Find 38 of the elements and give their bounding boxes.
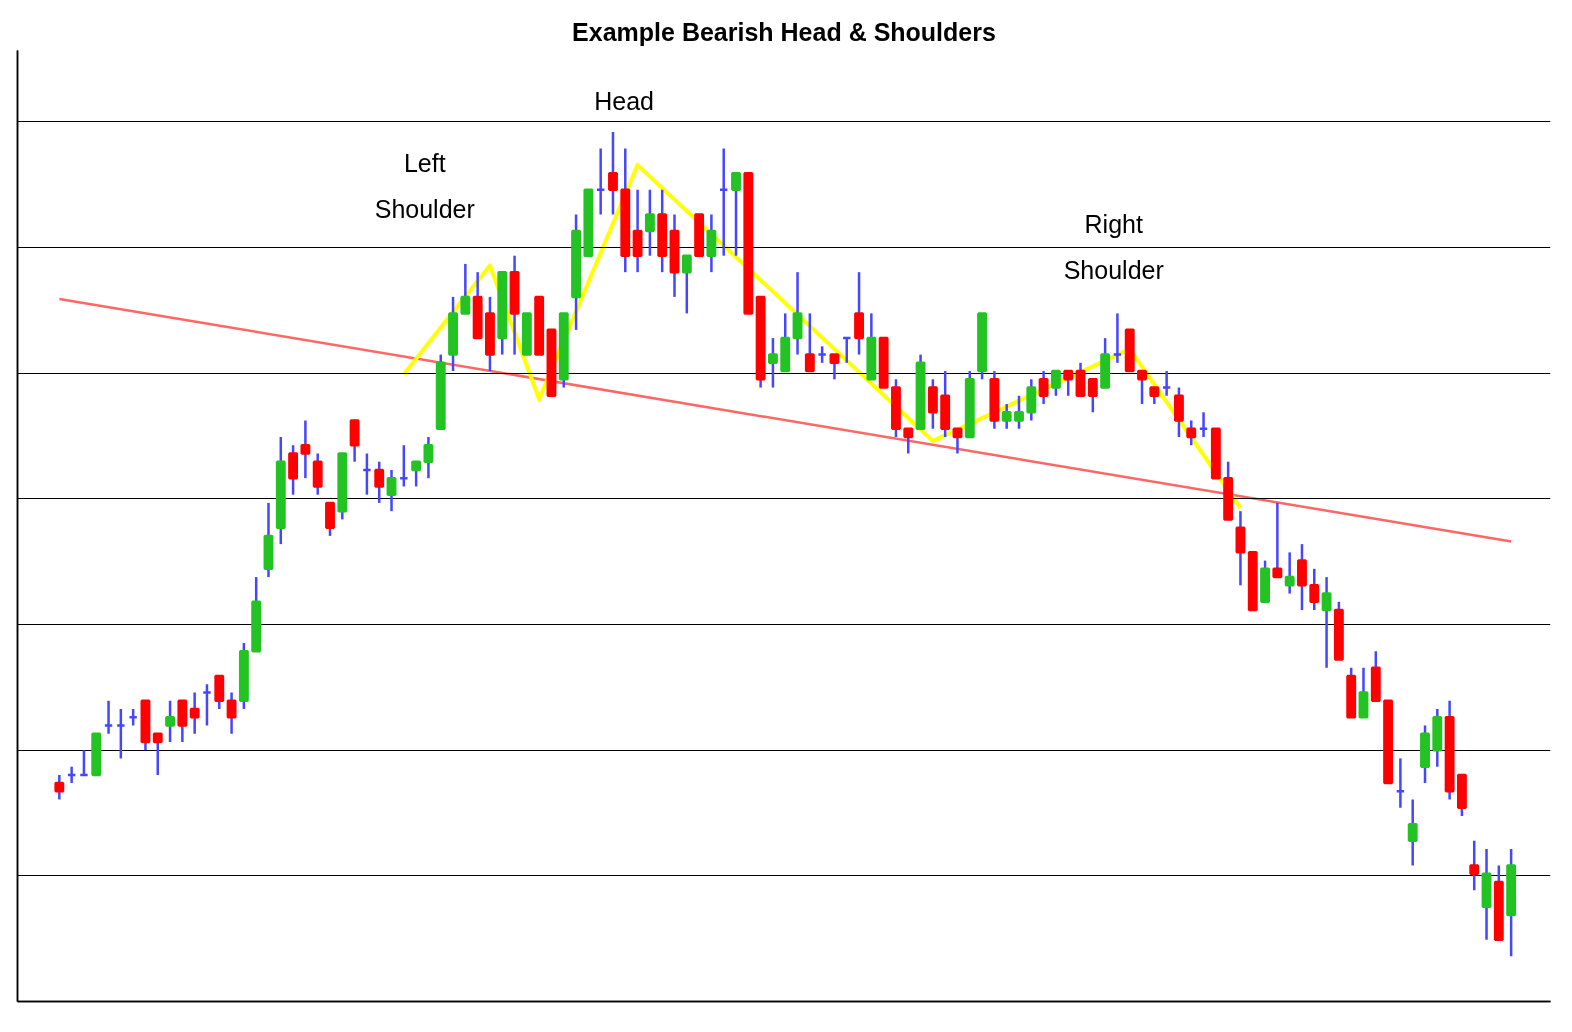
candlestick (1063, 369, 1074, 398)
candlestick (386, 468, 397, 513)
annotation: Right Shoulder (1063, 210, 1164, 285)
candlestick (165, 699, 175, 744)
candlestick (1469, 839, 1480, 892)
candlestick (374, 460, 385, 505)
candlestick (1001, 402, 1012, 431)
candlestick (804, 312, 815, 373)
candlestick (189, 691, 200, 735)
candlestick (1014, 394, 1024, 431)
candlestick (1272, 501, 1283, 579)
candlestick (681, 254, 692, 315)
candlestick (952, 427, 963, 455)
candlestick (644, 188, 655, 257)
candlestick (1137, 369, 1147, 406)
candlestick (1407, 798, 1418, 867)
candlestick (460, 262, 471, 315)
candlestick (731, 172, 741, 257)
candlestick (1284, 551, 1295, 595)
candlestick (423, 435, 434, 480)
candlestick (1038, 369, 1049, 406)
candlestick (903, 427, 914, 455)
candlestick (1186, 419, 1197, 447)
candlestick (226, 691, 237, 735)
candlestick (608, 130, 618, 216)
candlestick (1087, 378, 1098, 414)
annotation: Left Shoulder (374, 149, 475, 223)
candlestick (767, 336, 778, 389)
candlestick (54, 773, 65, 801)
candlestick (411, 460, 422, 488)
chart-title: Example Bearish Head & Shoulders (572, 17, 996, 46)
candlestick (152, 732, 163, 777)
candlestick (300, 419, 311, 480)
candlestick (1309, 567, 1320, 612)
candlestick (1321, 575, 1332, 669)
candlestick (829, 353, 840, 381)
candlestick (1050, 369, 1061, 398)
text: Head (594, 86, 654, 115)
